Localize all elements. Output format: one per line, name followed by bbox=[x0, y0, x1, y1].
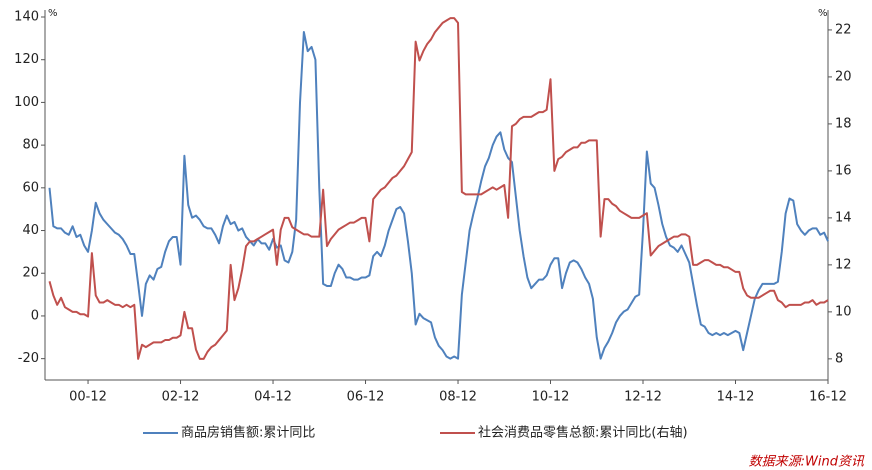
y-tick-label: 80 bbox=[22, 138, 39, 153]
series-line bbox=[48, 17, 829, 360]
legend-label: 商品房销售额:累计同比 bbox=[181, 425, 315, 441]
y2-tick-label: 14 bbox=[835, 210, 852, 225]
x-tick-label: 12-12 bbox=[624, 390, 662, 405]
legend-label: 社会消费品零售总额:累计同比(右轴) bbox=[478, 425, 688, 441]
source-note: 数据来源:Wind资讯 bbox=[749, 455, 865, 470]
y-unit: % bbox=[48, 8, 58, 19]
x-tick-label: 14-12 bbox=[717, 390, 755, 405]
y2-unit: % bbox=[818, 8, 828, 19]
y2-tick-label: 22 bbox=[835, 22, 852, 37]
x-tick-label: 08-12 bbox=[439, 390, 477, 405]
x-tick-label: 04-12 bbox=[254, 390, 292, 405]
y-tick-label: 20 bbox=[22, 266, 39, 281]
y2-tick-label: 8 bbox=[835, 351, 843, 366]
x-tick-label: 00-12 bbox=[69, 390, 107, 405]
x-tick-label: 06-12 bbox=[347, 390, 385, 405]
y-tick-label: -20 bbox=[18, 351, 39, 366]
y2-tick-label: 12 bbox=[835, 257, 852, 272]
series-line bbox=[48, 30, 829, 360]
x-tick-label: 10-12 bbox=[532, 390, 570, 405]
y-tick-label: 120 bbox=[14, 52, 39, 67]
x-tick-label: 16-12 bbox=[809, 390, 847, 405]
y2-tick-label: 18 bbox=[835, 116, 852, 131]
y-tick-label: 0 bbox=[31, 308, 39, 323]
y-tick-label: 100 bbox=[14, 95, 39, 110]
y2-tick-label: 16 bbox=[835, 163, 852, 178]
x-tick-label: 02-12 bbox=[162, 390, 200, 405]
y-tick-label: 140 bbox=[14, 10, 39, 25]
y2-tick-label: 20 bbox=[835, 69, 852, 84]
y-tick-label: 40 bbox=[22, 223, 39, 238]
y2-tick-label: 10 bbox=[835, 304, 852, 319]
y-tick-label: 60 bbox=[22, 180, 39, 195]
